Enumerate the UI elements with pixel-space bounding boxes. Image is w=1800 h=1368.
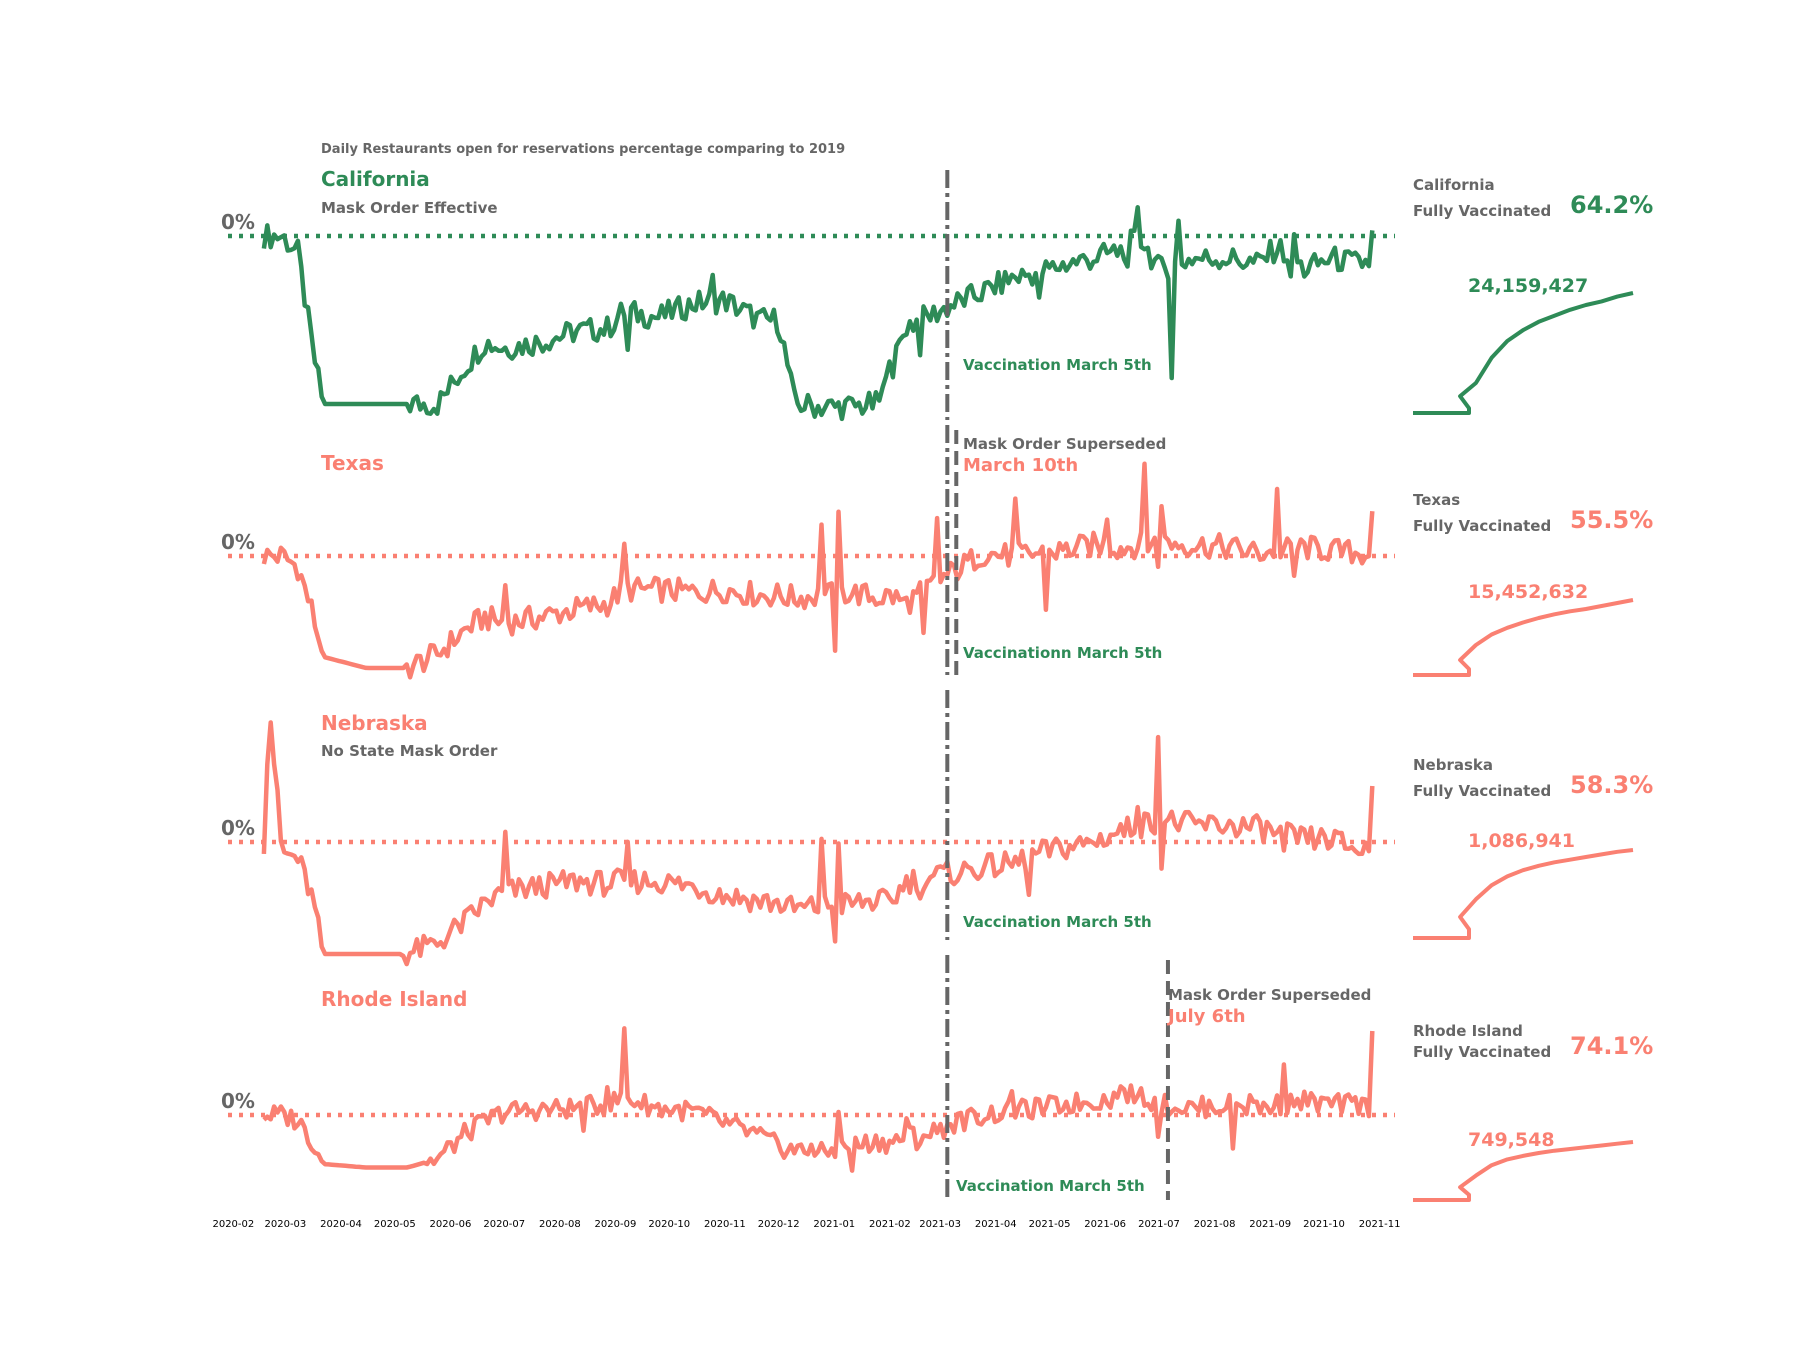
vaccinated-percentage: 55.5% <box>1570 506 1653 534</box>
figure-title: Daily Restaurants open for reservations … <box>321 142 845 157</box>
zero-label: 0% <box>221 1089 255 1113</box>
x-tick-label: 2021-04 <box>975 1219 1017 1230</box>
x-tick-label: 2020-06 <box>430 1219 472 1230</box>
x-tick-label: 2020-11 <box>704 1219 746 1230</box>
zero-label: 0% <box>221 816 255 840</box>
x-tick-label: 2021-11 <box>1359 1219 1401 1230</box>
vaccinated-state: Nebraska <box>1413 756 1493 774</box>
x-tick-label: 2021-01 <box>813 1219 855 1230</box>
vaccinated-count: 1,086,941 <box>1468 830 1575 852</box>
vaccination-sparkline <box>1413 291 1634 415</box>
superseded-date: July 6th <box>1166 1006 1246 1027</box>
state-name: California <box>321 167 430 191</box>
series-line <box>261 205 1375 422</box>
state-panel-0: 0% California Mask Order Effective Vaccinat… <box>221 167 1653 422</box>
x-tick-label: 2021-07 <box>1138 1219 1180 1230</box>
x-tick-label: 2020-03 <box>265 1219 307 1230</box>
x-tick-label: 2020-05 <box>374 1219 416 1230</box>
vaccination-annotation: Vaccinationn March 5th <box>963 644 1162 662</box>
mask-order-subtitle: No State Mask Order <box>321 742 498 760</box>
x-tick-label: 2020-08 <box>539 1219 581 1230</box>
x-tick-label: 2021-02 <box>869 1219 911 1230</box>
superseded-annotation: Mask Order Superseded <box>1168 986 1371 1004</box>
vaccination-sparkline <box>1413 1140 1634 1202</box>
state-panel-2: 0% Nebraska No State Mask Order Vaccination… <box>221 690 1653 967</box>
state-name: Texas <box>321 451 384 475</box>
vaccinated-state: California <box>1413 176 1495 194</box>
x-tick-label: 2021-05 <box>1029 1219 1071 1230</box>
vaccinated-state: Rhode Island <box>1413 1022 1523 1040</box>
vaccinated-percentage: 74.1% <box>1570 1032 1653 1060</box>
x-tick-label: 2021-03 <box>919 1219 961 1230</box>
series-line <box>261 461 1375 680</box>
x-tick-label: 2020-07 <box>483 1219 525 1230</box>
x-tick-label: 2020-10 <box>648 1219 690 1230</box>
state-panel-1: 0% Texas Vaccinationn March 5th Mask Order … <box>221 425 1653 680</box>
x-tick-label: 2021-10 <box>1303 1219 1345 1230</box>
x-tick-label: 2020-09 <box>595 1219 637 1230</box>
vaccination-annotation: Vaccination March 5th <box>956 1177 1145 1195</box>
vaccinated-state: Texas <box>1413 491 1460 509</box>
vaccination-sparkline <box>1413 598 1634 677</box>
vaccinated-label: Fully Vaccinated <box>1413 782 1551 800</box>
vaccinated-label: Fully Vaccinated <box>1413 1043 1551 1061</box>
x-tick-label: 2021-08 <box>1194 1219 1236 1230</box>
state-panel-3: 0% Rhode Island Vaccination March 5th Mask … <box>221 955 1653 1202</box>
zero-label: 0% <box>221 210 255 234</box>
series-line <box>261 720 1375 967</box>
x-tick-label: 2020-12 <box>758 1219 800 1230</box>
superseded-date: March 10th <box>963 455 1078 476</box>
series-line <box>262 1026 1375 1173</box>
vaccination-annotation: Vaccination March 5th <box>963 356 1152 374</box>
vaccinated-label: Fully Vaccinated <box>1413 202 1551 220</box>
vaccination-sparkline <box>1413 848 1634 940</box>
x-tick-label: 2021-06 <box>1084 1219 1126 1230</box>
vaccinated-percentage: 64.2% <box>1570 191 1653 219</box>
vaccination-annotation: Vaccination March 5th <box>963 913 1152 931</box>
state-name: Rhode Island <box>321 987 467 1011</box>
superseded-annotation: Mask Order Superseded <box>963 435 1166 453</box>
zero-label: 0% <box>221 530 255 554</box>
vaccinated-label: Fully Vaccinated <box>1413 517 1551 535</box>
vaccinated-count: 749,548 <box>1468 1129 1555 1151</box>
x-tick-label: 2020-02 <box>212 1219 254 1230</box>
vaccinated-count: 15,452,632 <box>1468 581 1588 603</box>
x-axis: 2020-02 2020-03 2020-04 2020-05 2020-06 2020-… <box>212 1219 1400 1230</box>
x-tick-label: 2021-09 <box>1249 1219 1291 1230</box>
panels-group: 0% California Mask Order Effective Vaccinat… <box>221 167 1653 1202</box>
mask-order-subtitle: Mask Order Effective <box>321 199 498 217</box>
vaccinated-percentage: 58.3% <box>1570 771 1653 799</box>
vaccinated-count: 24,159,427 <box>1468 275 1588 297</box>
state-name: Nebraska <box>321 711 428 735</box>
x-tick-label: 2020-04 <box>320 1219 362 1230</box>
